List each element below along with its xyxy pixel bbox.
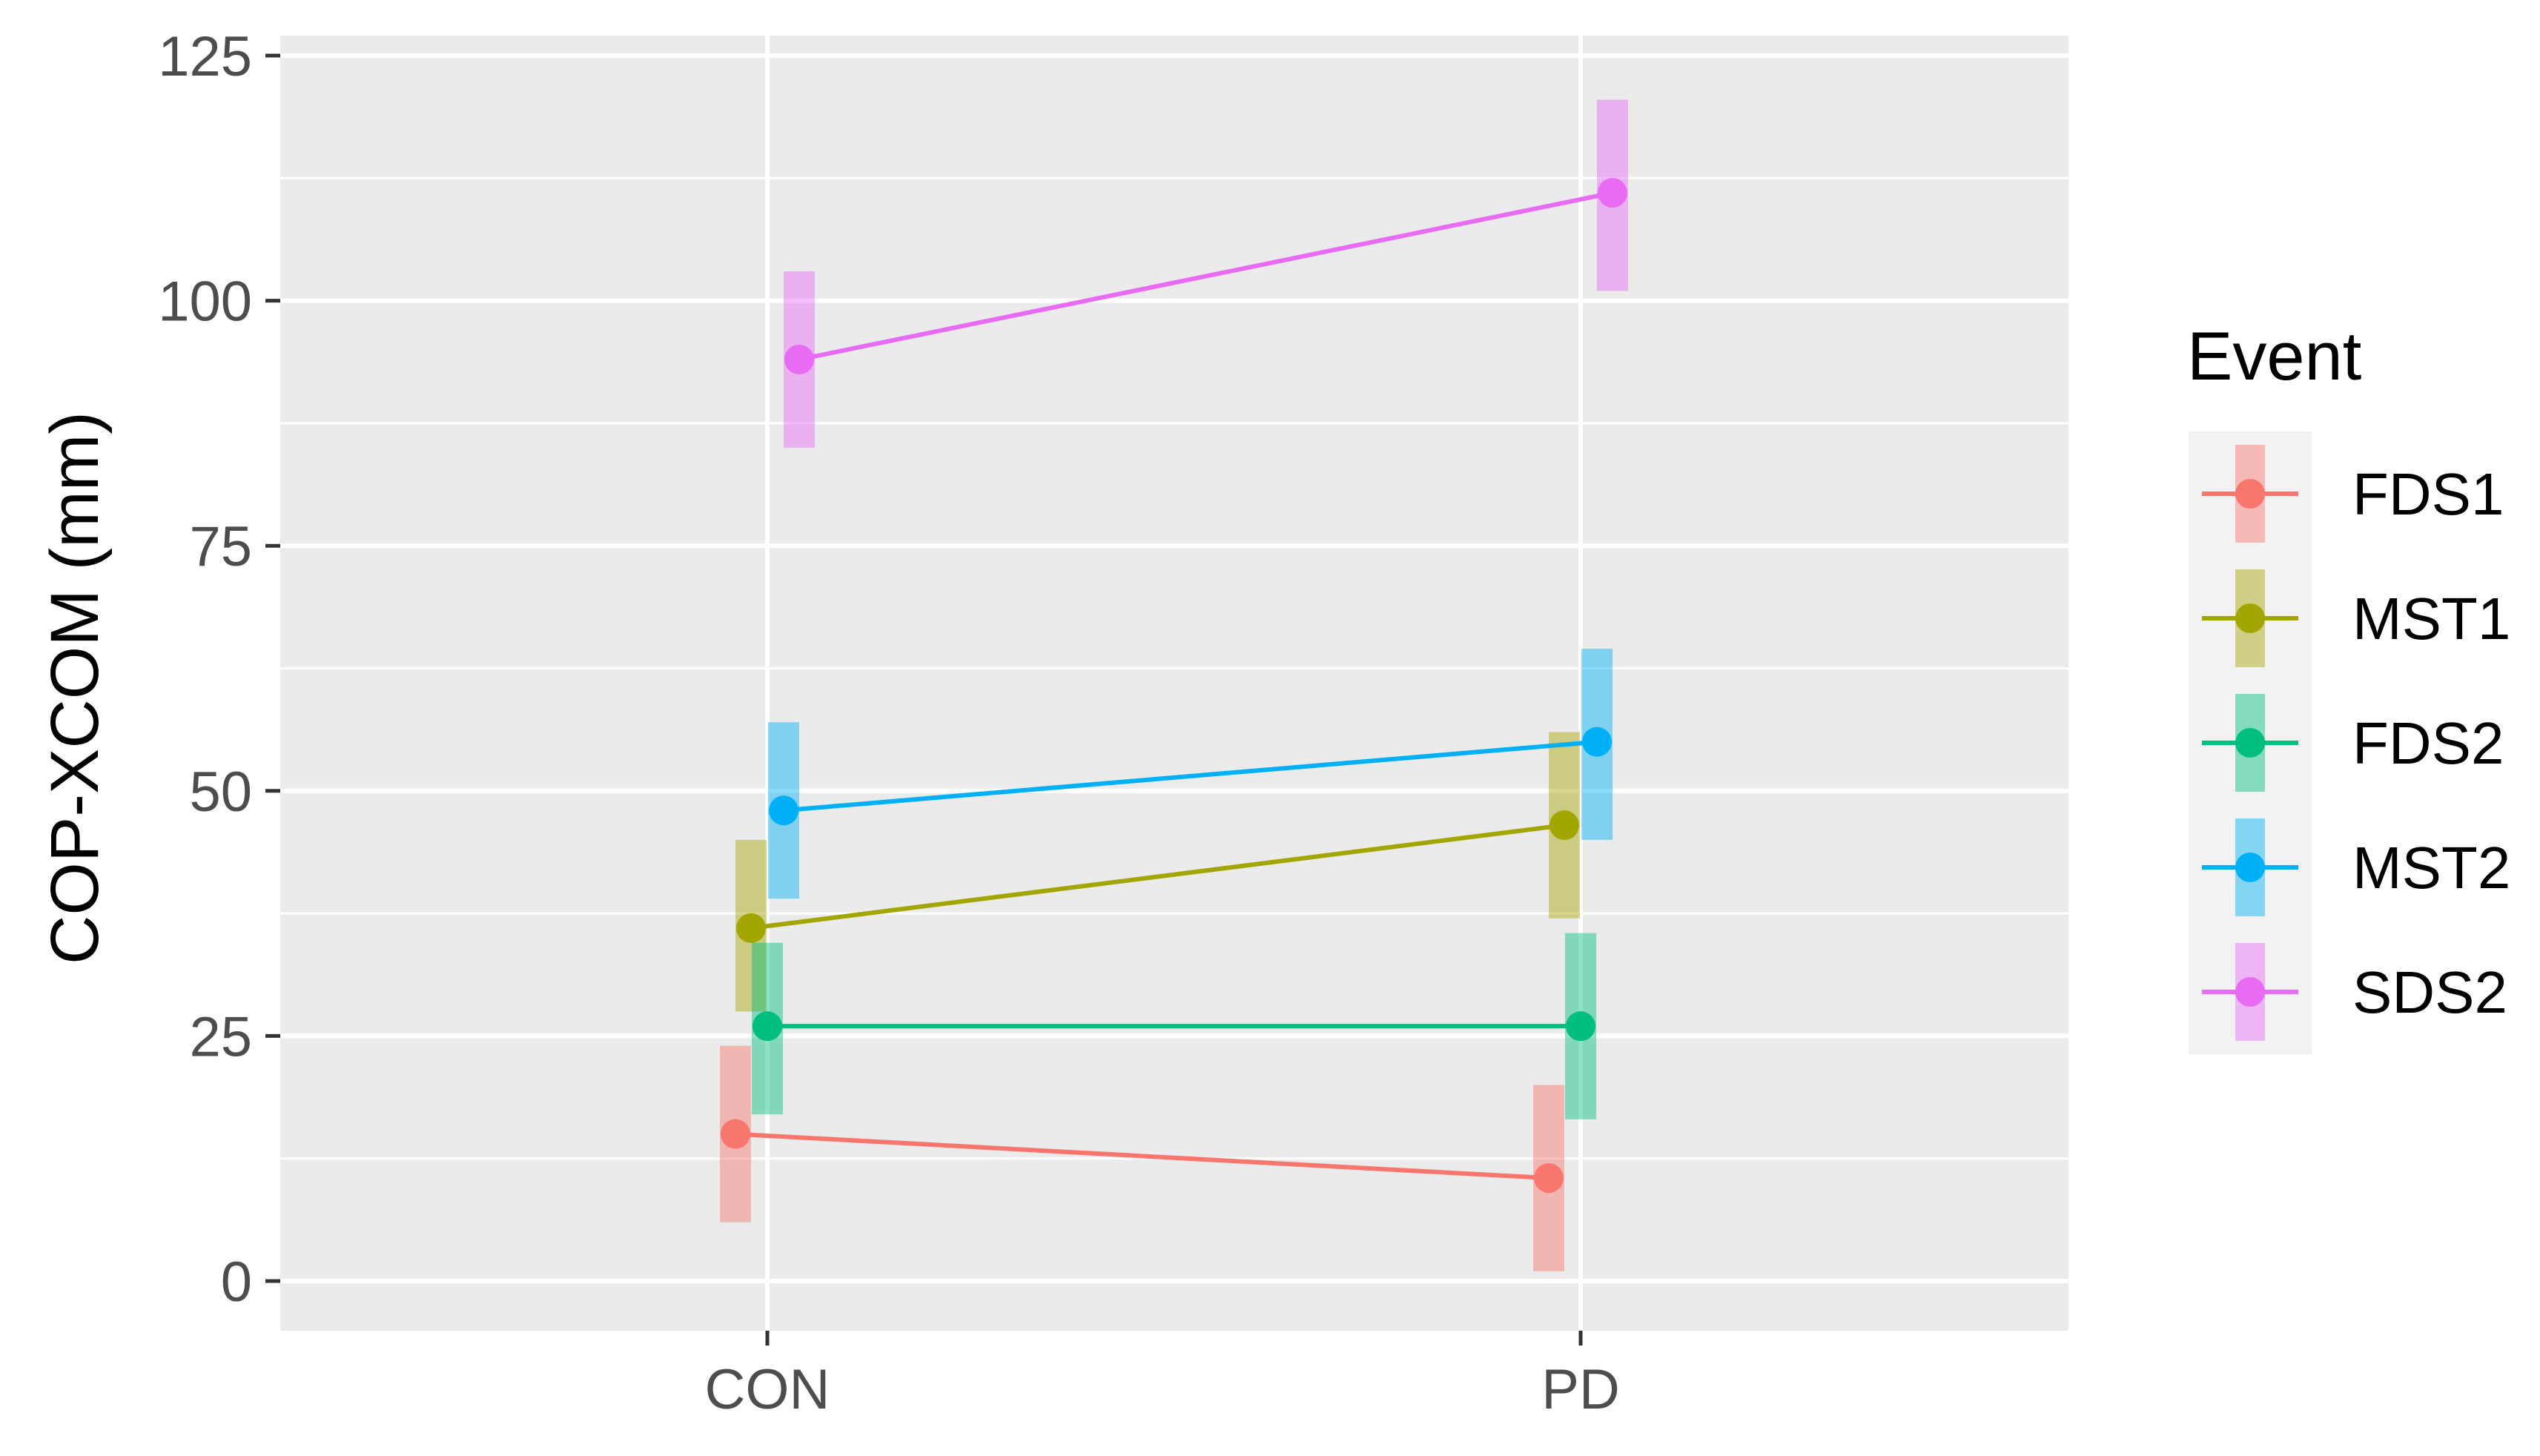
legend-key-point — [2235, 728, 2265, 758]
legend-key-point — [2235, 977, 2265, 1007]
legend: Event FDS1 MST1 FDS2 MST2 SDS2 — [2187, 319, 2510, 1054]
legend-label: MST1 — [2352, 586, 2510, 652]
data-point — [721, 1119, 750, 1149]
grid — [280, 36, 2068, 1331]
y-axis-title: COP-XCOM (mm) — [37, 411, 113, 964]
data-point — [1582, 727, 1612, 757]
series-line — [783, 739, 1598, 813]
data-point — [1534, 1163, 1564, 1194]
data-point — [753, 1011, 782, 1042]
series-line — [735, 1131, 1550, 1181]
x-tick-label: PD — [1541, 1358, 1620, 1421]
x-tick-label: CON — [705, 1358, 830, 1421]
series-line — [750, 823, 1565, 930]
legend-label: FDS2 — [2352, 710, 2504, 776]
data-point — [1566, 1011, 1595, 1042]
legend-key-point — [2235, 603, 2265, 633]
y-tick-label: 100 — [158, 271, 252, 334]
legend-label: SDS2 — [2352, 959, 2507, 1025]
data-point — [1550, 810, 1579, 841]
series-line — [798, 191, 1613, 362]
legend-label: FDS1 — [2352, 461, 2504, 527]
plot-background — [280, 36, 2068, 1331]
data-point — [736, 913, 766, 943]
y-tick-label: 0 — [221, 1251, 252, 1314]
legend-title: Event — [2187, 319, 2361, 394]
y-tick-label: 25 — [189, 1005, 252, 1068]
legend-key-point — [2235, 479, 2265, 509]
data-point — [784, 344, 814, 374]
data-points — [721, 178, 1627, 1194]
series-lines — [735, 191, 1613, 1181]
data-point — [1598, 178, 1627, 208]
axes: 0 25 50 75 100 125 CON PD — [158, 25, 1620, 1421]
legend-label: MST2 — [2352, 835, 2510, 901]
plot-panel — [280, 36, 2068, 1331]
y-tick-label: 125 — [158, 25, 252, 88]
data-point — [769, 795, 798, 826]
y-tick-label: 50 — [189, 761, 252, 824]
y-tick-label: 75 — [189, 515, 252, 578]
legend-key-point — [2235, 853, 2265, 882]
